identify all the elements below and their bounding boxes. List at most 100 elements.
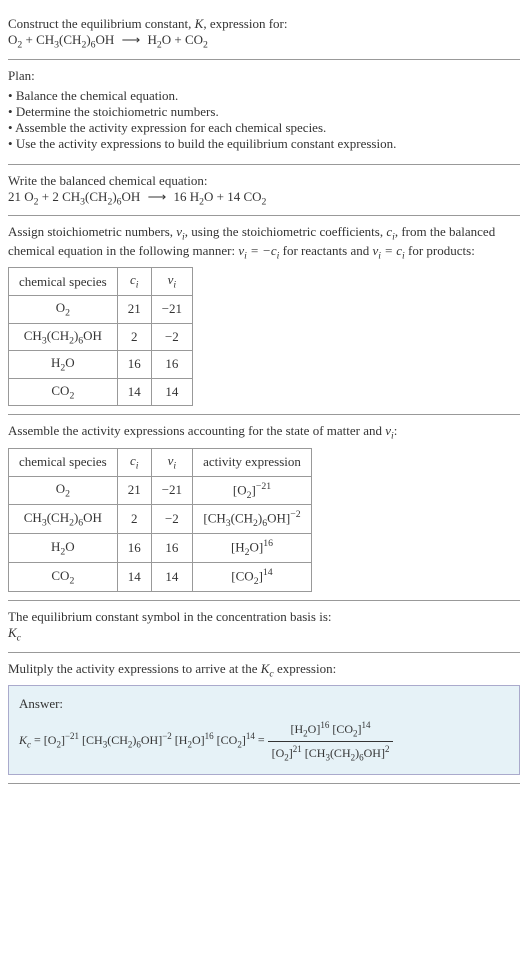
plus: + [217, 189, 228, 204]
plus: + [42, 189, 53, 204]
cell-ci: 21 [117, 476, 151, 505]
equals: = [34, 733, 44, 747]
col-ci: ci [117, 448, 151, 476]
species-H2O: H2O [190, 189, 214, 204]
cell-activity: [H2O]16 [193, 534, 312, 563]
term: [CH3(CH2)6OH]−2 [82, 733, 172, 747]
multiply-label: Mulitply the activity expressions to arr… [8, 661, 520, 680]
denominator: [O2]21 [CH3(CH2)6OH]2 [268, 742, 394, 764]
cell-species: H2O [9, 351, 118, 379]
table-row: CH3(CH2)6OH 2 −2 [CH3(CH2)6OH]−2 [9, 505, 312, 534]
fraction: [H2O]16 [CO2]14 [O2]21 [CH3(CH2)6OH]2 [268, 718, 394, 764]
numerator: [H2O]16 [CO2]14 [268, 718, 394, 741]
section-intro: Construct the equilibrium constant, K, e… [8, 8, 520, 60]
relation: νi = −ci [238, 243, 279, 258]
text: for products: [405, 243, 475, 258]
cell-activity: [CO2]14 [193, 563, 312, 592]
unbalanced-equation: O2 + CH3(CH2)6OH ⟶ H2O + CO2 [8, 32, 520, 51]
section-stoich: Assign stoichiometric numbers, νi, using… [8, 216, 520, 415]
species-CO2: CO2 [243, 189, 266, 204]
col-activity: activity expression [193, 448, 312, 476]
balanced-equation: 21 O2 + 2 CH3(CH2)6OH ⟶ 16 H2O + 14 CO2 [8, 189, 520, 208]
cell-species: CO2 [9, 563, 118, 592]
arrow-icon: ⟶ [118, 32, 145, 47]
cell-activity: [O2]−21 [193, 476, 312, 505]
col-species: chemical species [9, 268, 118, 296]
Kc-symbol: Kc [261, 661, 274, 676]
cell-ci: 16 [117, 351, 151, 379]
stoich-text: Assign stoichiometric numbers, νi, using… [8, 224, 520, 261]
table-row: CH3(CH2)6OH 2 −2 [9, 323, 193, 351]
text: for reactants and [279, 243, 372, 258]
cell-species: O2 [9, 476, 118, 505]
cell-species: CO2 [9, 378, 118, 406]
col-nui: νi [151, 448, 192, 476]
plan-list: Balance the chemical equation. Determine… [8, 88, 520, 152]
cell-species: H2O [9, 534, 118, 563]
table-row: H2O 16 16 [H2O]16 [9, 534, 312, 563]
section-balanced: Write the balanced chemical equation: 21… [8, 165, 520, 217]
term: [O2]−21 [44, 733, 79, 747]
cell-species: O2 [9, 295, 118, 323]
species-CO2: CO2 [185, 32, 208, 47]
nu-symbol: νi [385, 423, 394, 438]
coeff: 2 [52, 189, 62, 204]
text: , using the stoichiometric coefficients, [185, 224, 387, 239]
cell-ci: 14 [117, 563, 151, 592]
section-symbol: The equilibrium constant symbol in the c… [8, 601, 520, 653]
nu-symbol: νi [176, 224, 185, 239]
Kc-symbol: Kc [19, 733, 31, 747]
text: Assemble the activity expressions accoun… [8, 423, 385, 438]
text: Mulitply the activity expressions to arr… [8, 661, 261, 676]
plus: + [174, 32, 185, 47]
arrow-icon: ⟶ [144, 189, 171, 204]
balanced-label: Write the balanced chemical equation: [8, 173, 520, 189]
table-row: CO2 14 14 [9, 378, 193, 406]
cell-nui: −21 [151, 295, 192, 323]
plan-item: Use the activity expressions to build th… [8, 136, 520, 152]
section-plan: Plan: Balance the chemical equation. Det… [8, 60, 520, 165]
title-prefix: Construct the equilibrium constant, [8, 16, 195, 31]
plan-item: Determine the stoichiometric numbers. [8, 104, 520, 120]
col-nui: νi [151, 268, 192, 296]
plan-item: Balance the chemical equation. [8, 88, 520, 104]
coeff: 16 [173, 189, 189, 204]
plan-item: Assemble the activity expression for eac… [8, 120, 520, 136]
species-heptanol: CH3(CH2)6OH [62, 189, 140, 204]
symbol-label: The equilibrium constant symbol in the c… [8, 609, 520, 625]
answer-label: Answer: [19, 696, 509, 712]
table-row: O2 21 −21 [O2]−21 [9, 476, 312, 505]
stoich-table: chemical species ci νi O2 21 −21 CH3(CH2… [8, 267, 193, 406]
species-O2: O2 [24, 189, 38, 204]
intro-title: Construct the equilibrium constant, K, e… [8, 16, 520, 32]
col-ci: ci [117, 268, 151, 296]
species-O2: O2 [8, 32, 22, 47]
cell-species: CH3(CH2)6OH [9, 323, 118, 351]
cell-ci: 14 [117, 378, 151, 406]
term: [H2O]16 [175, 733, 214, 747]
term: [CO2]14 [217, 733, 255, 747]
cell-nui: −2 [151, 505, 192, 534]
cell-nui: 14 [151, 378, 192, 406]
cell-nui: 16 [151, 534, 192, 563]
activity-label: Assemble the activity expressions accoun… [8, 423, 520, 442]
text: : [394, 423, 398, 438]
text: expression: [274, 661, 336, 676]
equals: = [258, 733, 268, 747]
cell-nui: −2 [151, 323, 192, 351]
cell-nui: −21 [151, 476, 192, 505]
section-multiply: Mulitply the activity expressions to arr… [8, 653, 520, 784]
table-header-row: chemical species ci νi [9, 268, 193, 296]
cell-activity: [CH3(CH2)6OH]−2 [193, 505, 312, 534]
relation: νi = ci [373, 243, 405, 258]
section-activity: Assemble the activity expressions accoun… [8, 415, 520, 601]
table-row: CO2 14 14 [CO2]14 [9, 563, 312, 592]
cell-nui: 16 [151, 351, 192, 379]
c-symbol: ci [386, 224, 395, 239]
species-H2O: H2O [147, 32, 171, 47]
title-suffix: , expression for: [203, 16, 287, 31]
answer-box: Answer: Kc = [O2]−21 [CH3(CH2)6OH]−2 [H2… [8, 685, 520, 775]
activity-table: chemical species ci νi activity expressi… [8, 448, 312, 592]
Kc-symbol: Kc [8, 625, 520, 644]
cell-ci: 16 [117, 534, 151, 563]
